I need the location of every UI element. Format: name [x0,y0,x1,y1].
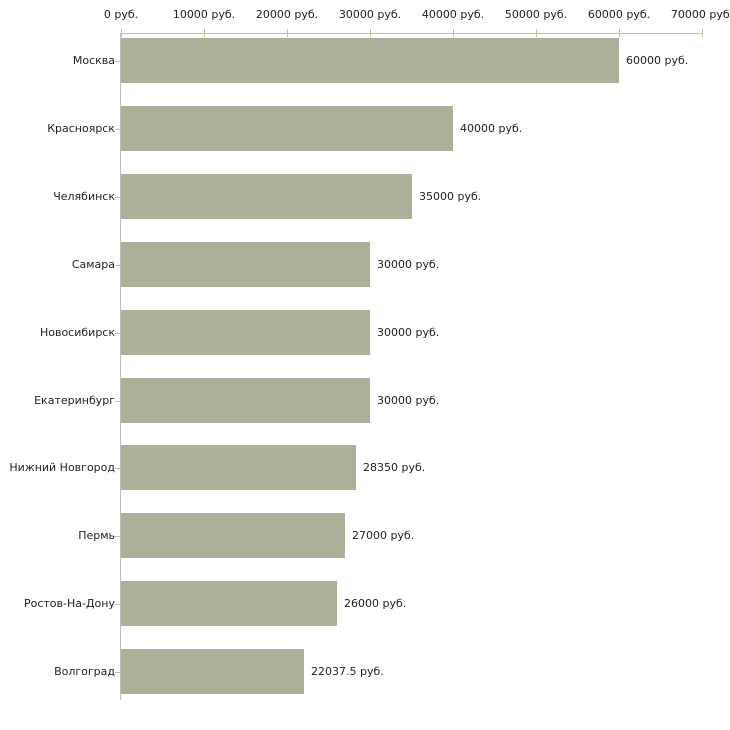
value-label: 40000 руб. [460,122,523,135]
y-axis-tick [115,265,120,266]
x-axis-tick [370,29,371,37]
category-label: Нижний Новгород [9,461,115,474]
value-label: 28350 руб. [363,461,426,474]
bar [121,378,370,423]
x-axis-tick-label: 0 руб. [103,8,139,21]
x-axis-tick [702,29,703,37]
value-label: 22037.5 руб. [311,665,384,678]
value-label: 30000 руб. [377,258,440,271]
category-label: Красноярск [47,122,115,135]
category-label: Пермь [78,529,115,542]
y-axis-tick [115,536,120,537]
x-axis-tick [619,29,620,37]
y-axis-tick [115,129,120,130]
bar [121,581,337,626]
y-axis-tick [115,333,120,334]
category-label: Ростов-На-Дону [23,597,115,610]
x-axis-tick-label: 40000 руб. [421,8,485,21]
x-axis-line [121,33,703,34]
category-label: Москва [72,54,115,67]
bar [121,38,619,83]
category-label: Новосибирск [39,326,115,339]
value-label: 60000 руб. [626,54,689,67]
value-label: 30000 руб. [377,326,440,339]
y-axis-tick [115,604,120,605]
y-axis-line [120,33,121,700]
y-axis-tick [115,401,120,402]
bar [121,310,370,355]
value-label: 27000 руб. [352,529,415,542]
y-axis-tick [115,197,120,198]
category-label: Самара [71,258,115,271]
x-axis-tick-label: 20000 руб. [255,8,319,21]
bar [121,445,356,490]
value-label: 26000 руб. [344,597,407,610]
x-axis-tick [536,29,537,37]
category-label: Екатеринбург [34,394,115,407]
category-label: Челябинск [53,190,115,203]
y-axis-tick [115,61,120,62]
x-axis-tick-label: 10000 руб. [172,8,236,21]
bar [121,513,345,558]
y-axis-tick [115,672,120,673]
x-axis-tick [204,29,205,37]
bar [121,242,370,287]
bar [121,106,453,151]
x-axis-tick-label: 70000 руб. [670,8,730,21]
bar [121,649,304,694]
x-axis-tick-label: 30000 руб. [338,8,402,21]
bar [121,174,412,219]
value-label: 35000 руб. [419,190,482,203]
x-axis-tick [287,29,288,37]
y-axis-tick [115,468,120,469]
value-label: 30000 руб. [377,394,440,407]
category-label: Волгоград [54,665,115,678]
x-axis-tick [121,29,122,37]
x-axis-tick [453,29,454,37]
x-axis-tick-label: 50000 руб. [504,8,568,21]
x-axis-tick-label: 60000 руб. [587,8,651,21]
